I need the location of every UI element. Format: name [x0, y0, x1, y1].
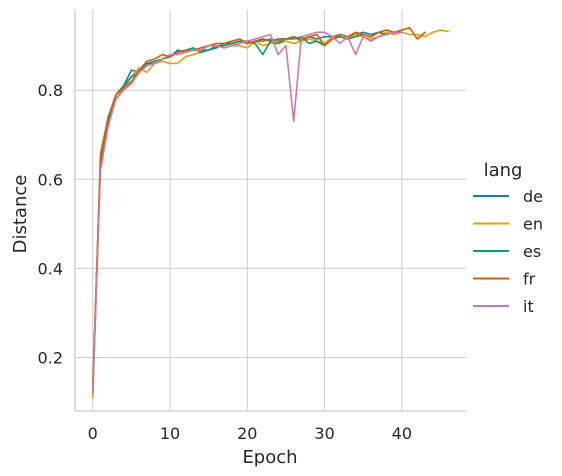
- legend-label-de: de: [523, 187, 543, 206]
- x-tick-label: 10: [160, 424, 180, 443]
- legend-label-en: en: [523, 215, 543, 234]
- axes-spines: [74, 10, 466, 412]
- x-tick-label: 30: [314, 424, 334, 443]
- y-tick-label: 0.6: [38, 170, 63, 189]
- x-tick-label: 20: [237, 424, 257, 443]
- y-tick-labels: 0.2 0.4 0.6 0.8: [38, 81, 63, 367]
- x-axis-label: Epoch: [242, 447, 297, 468]
- series-lines: [91, 27, 450, 399]
- legend-label-fr: fr: [523, 270, 536, 289]
- series-line-fr: [91, 27, 426, 386]
- legend-label-es: es: [523, 242, 541, 261]
- y-tick-label: 0.8: [38, 81, 63, 100]
- legend-title: lang: [484, 160, 523, 181]
- y-tick-label: 0.2: [38, 349, 63, 368]
- x-tick-label: 40: [392, 424, 412, 443]
- y-axis-label: Distance: [10, 175, 31, 254]
- series-line-en: [91, 29, 450, 399]
- series-line-it: [91, 31, 403, 394]
- x-tick-label: 0: [88, 424, 98, 443]
- grid: [75, 10, 466, 411]
- x-tick-labels: 0 10 20 30 40: [88, 424, 412, 443]
- y-tick-label: 0.4: [38, 259, 63, 278]
- legend-items: de en es fr it: [473, 187, 543, 316]
- legend: lang de en es fr it: [473, 160, 543, 316]
- legend-label-it: it: [523, 297, 534, 316]
